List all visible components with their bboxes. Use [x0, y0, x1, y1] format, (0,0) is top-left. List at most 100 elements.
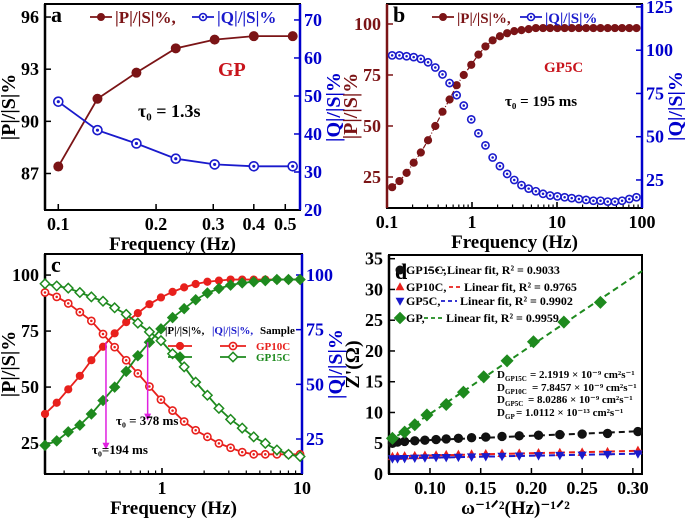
data-point [39, 439, 51, 452]
legend-sample-label: GP5C, [406, 294, 440, 308]
data-point [596, 196, 605, 206]
y-tick-label: 75 [21, 321, 39, 341]
data-point [248, 31, 259, 42]
x-tick-label: 0.20 [516, 478, 548, 498]
data-point [567, 193, 577, 203]
data-point [416, 148, 425, 157]
diffusion-subscript: GP15C [505, 375, 527, 383]
y2-tick-label: 50 [646, 127, 664, 147]
data-point [97, 295, 109, 307]
tau-annotation: τ₀=194 ms [92, 442, 148, 457]
legend-marker [227, 351, 239, 363]
data-point [524, 24, 533, 34]
y2-tick-label: 20 [304, 200, 322, 220]
data-point [395, 176, 404, 186]
data-point [180, 283, 189, 292]
data-point [385, 431, 399, 445]
x-axis-label: Frequency (Hz) [451, 232, 578, 253]
arrow [102, 342, 110, 450]
x-tick-label: 0.30 [617, 478, 649, 498]
series-gp15c-q-s- [39, 278, 306, 463]
diffusion-subscript: GP [505, 413, 515, 421]
data-point [287, 160, 298, 172]
data-point [224, 279, 237, 291]
data-point [581, 195, 591, 205]
legend-sample-label: GP15C [256, 352, 290, 364]
panel-b: 0.1 1 10 100 25 50 75 100 25 50 75 100 125 Frequency … [340, 0, 685, 253]
diffusion-symbol: D [497, 407, 505, 419]
y-tick-label: 90 [21, 111, 39, 131]
data-point [474, 50, 483, 59]
legend-marker [526, 12, 536, 22]
data-point [441, 454, 451, 463]
data-point [408, 418, 422, 432]
y-tick-label: 0 [374, 464, 383, 484]
data-point [85, 291, 98, 303]
data-point [555, 429, 565, 440]
data-point [632, 23, 641, 33]
tau-annotation: τ₀ = 378 ms [116, 413, 178, 428]
data-point [456, 385, 470, 399]
data-point [294, 273, 306, 286]
data-point [64, 385, 73, 394]
data-point [445, 95, 454, 104]
data-point [538, 189, 548, 199]
data-point [588, 196, 598, 206]
y-tick-label: 35 [365, 249, 383, 269]
data-point [226, 443, 235, 453]
data-point [431, 454, 441, 463]
data-point [294, 450, 306, 463]
data-point [191, 425, 201, 435]
data-point [524, 184, 534, 194]
data-point [388, 183, 397, 192]
y-axis-label: |P|/|S|% [0, 74, 20, 141]
data-point [526, 335, 540, 349]
x-tick-label: 1 [157, 478, 166, 498]
data-point [610, 197, 620, 206]
legend-sample-label: GP10C [256, 341, 290, 353]
data-point [466, 115, 476, 124]
data-point [409, 158, 418, 167]
data-point [260, 449, 270, 459]
data-point [625, 23, 634, 33]
x-tick-label: 0.10 [414, 478, 446, 498]
y-tick-label: 87 [21, 163, 39, 183]
data-point [63, 299, 73, 308]
y-axis-label: |P|/|S|% [0, 331, 20, 398]
data-point [602, 428, 613, 439]
data-point [452, 81, 461, 90]
data-point [50, 435, 63, 447]
y2-tick-label: 40 [304, 124, 322, 144]
data-point [574, 194, 584, 204]
data-point [557, 315, 571, 329]
data-point [121, 355, 131, 365]
data-point [120, 365, 132, 378]
data-point [445, 78, 454, 88]
y-tick-label: 5 [374, 433, 383, 453]
data-point [178, 361, 190, 373]
legend-marker [198, 12, 208, 22]
data-point [577, 451, 587, 460]
data-point [400, 454, 410, 464]
diffusion-subscript: GP5C [505, 400, 523, 408]
series--q-s- [53, 96, 298, 172]
data-point [452, 90, 462, 100]
data-point [156, 395, 166, 405]
y2-tick-label: 50 [306, 374, 324, 394]
data-point [52, 292, 62, 302]
data-point [132, 317, 144, 329]
y-tick-label: 75 [363, 65, 381, 85]
data-point [85, 408, 98, 420]
data-point [488, 153, 498, 162]
y-tick-label: 100 [354, 14, 381, 34]
data-point [166, 347, 179, 360]
data-point [453, 433, 464, 444]
data-point [52, 398, 61, 407]
data-point [459, 70, 468, 80]
legend-marker [395, 265, 405, 275]
diffusion-symbol: D [497, 394, 505, 406]
series-gp15c [387, 426, 643, 448]
diffusion-value: = 7.8457 × 10⁻⁹ cm²s⁻¹ [532, 382, 637, 394]
data-point [201, 287, 214, 299]
data-point [92, 93, 103, 104]
